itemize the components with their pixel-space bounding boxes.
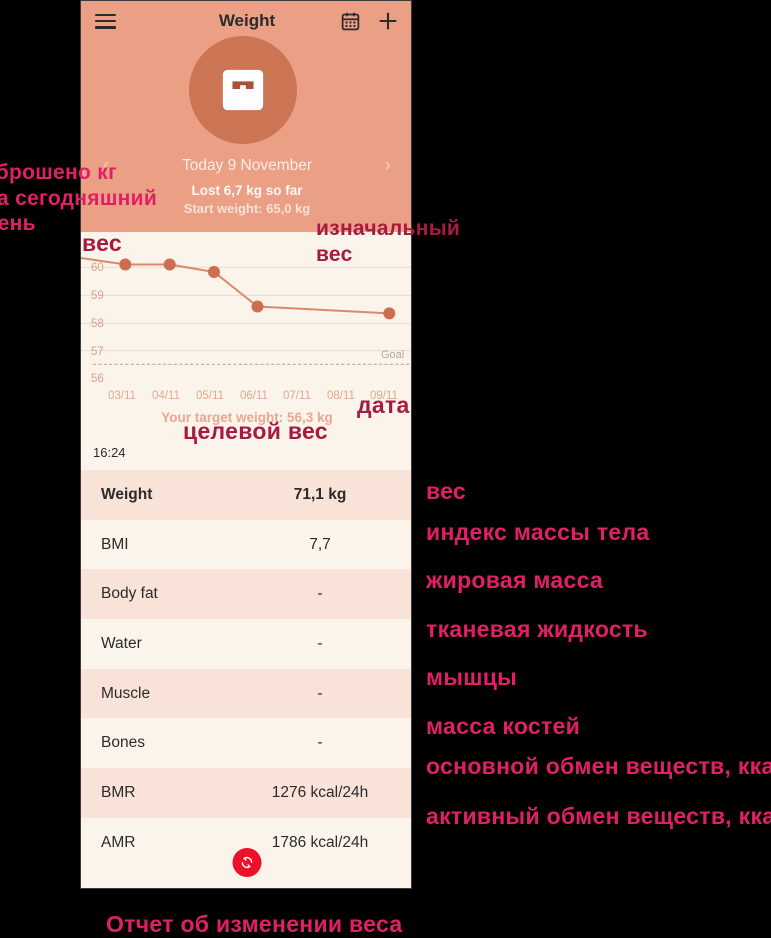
svg-text:58: 58: [91, 318, 104, 330]
svg-text:06/11: 06/11: [240, 390, 268, 402]
svg-text:08/11: 08/11: [327, 390, 355, 402]
svg-text:07/11: 07/11: [283, 390, 311, 402]
svg-text:05/11: 05/11: [196, 390, 224, 402]
svg-text:59: 59: [91, 290, 104, 302]
svg-text:Goal: Goal: [381, 349, 404, 361]
svg-text:60: 60: [91, 262, 104, 274]
svg-text:56: 56: [91, 373, 104, 385]
svg-text:03/11: 03/11: [108, 390, 136, 402]
svg-text:57: 57: [91, 346, 104, 358]
svg-text:04/11: 04/11: [152, 390, 180, 402]
